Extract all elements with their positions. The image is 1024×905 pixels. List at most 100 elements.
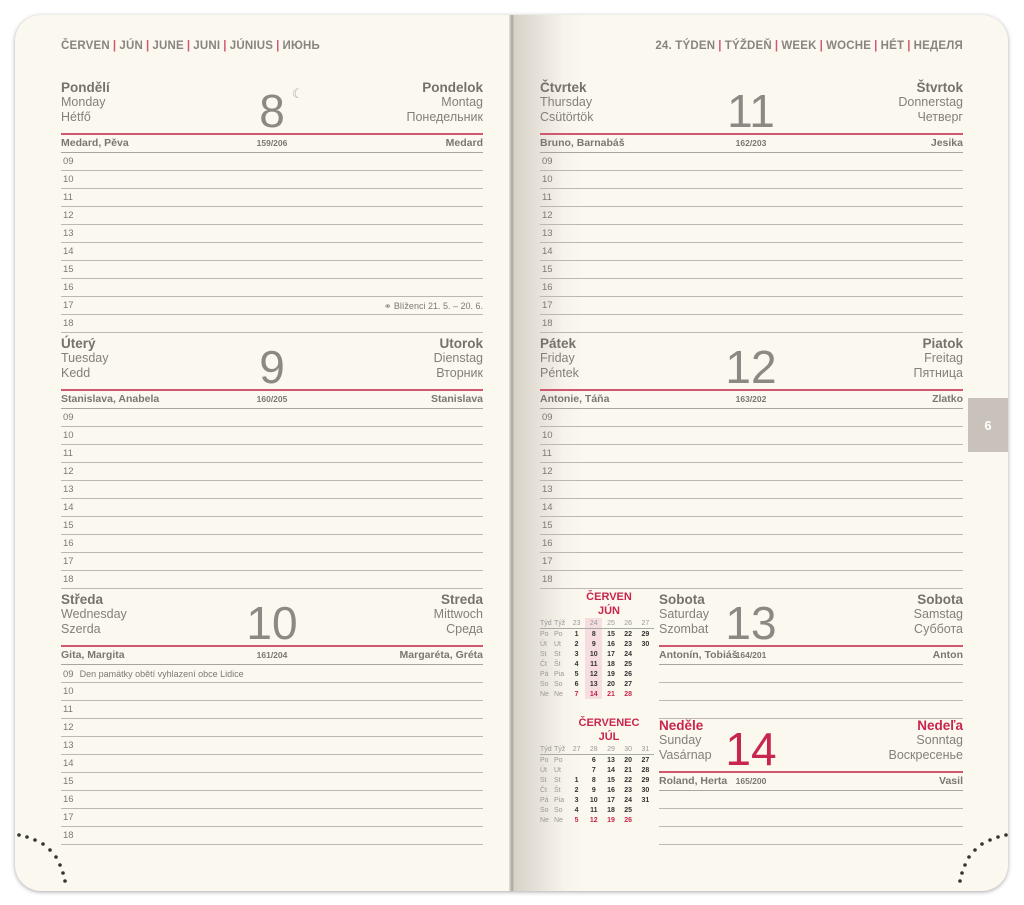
hour-row[interactable]: 15 — [61, 261, 483, 279]
hour-row[interactable]: 17 — [61, 809, 483, 827]
hour-row[interactable]: 09 — [540, 409, 963, 427]
day-name-hu: Vasárnap — [659, 748, 712, 762]
weekday-label: Ne — [554, 690, 563, 698]
week-label-sk: Týž — [554, 618, 568, 629]
hour-row[interactable]: 10 — [540, 427, 963, 445]
day-of-year: 163/202 — [735, 394, 767, 404]
hour-label: 09 — [63, 412, 74, 423]
hour-row[interactable]: 15 — [540, 261, 963, 279]
hour-row[interactable]: 13 — [61, 481, 483, 499]
hour-row[interactable]: 14 — [540, 243, 963, 261]
header_right-item: WEEK — [781, 40, 817, 52]
calendar-date: 8 — [585, 628, 603, 639]
hour-row[interactable]: 17 — [540, 553, 963, 571]
hour-row[interactable]: 16 — [61, 791, 483, 809]
calendar-date: 18 — [607, 806, 615, 814]
hour-row[interactable]: 09 — [540, 153, 963, 171]
calendar-date: 28 — [624, 690, 633, 698]
hour-label: 17 — [63, 300, 74, 311]
hour-row[interactable]: 15 — [61, 517, 483, 535]
calendar-date: 24 — [624, 650, 633, 658]
week-number: 27 — [568, 744, 586, 755]
hour-row[interactable] — [659, 827, 963, 845]
hour-row[interactable] — [659, 809, 963, 827]
hour-row[interactable]: 14 — [61, 499, 483, 517]
weekday-label: Pia — [554, 796, 565, 804]
calendar-date: 21 — [607, 690, 615, 698]
day-number: 8 — [259, 85, 285, 137]
hour-row[interactable]: 15 — [61, 773, 483, 791]
hour-label: 13 — [542, 228, 553, 239]
hour-row[interactable]: 13 — [61, 737, 483, 755]
hour-row[interactable]: 13 — [540, 481, 963, 499]
name-day-cs: Stanislava, Anabela — [61, 393, 160, 405]
hour-row[interactable]: 18 — [540, 315, 963, 333]
weekday-label: Út — [540, 640, 547, 648]
name-day-sk: Jesika — [930, 137, 963, 149]
hour-label: 09 — [542, 412, 553, 423]
hour-row[interactable]: 14 — [540, 499, 963, 517]
week-label-cs: Týd — [540, 744, 554, 755]
hour-row[interactable] — [659, 665, 963, 683]
hour-row[interactable]: 16 — [61, 535, 483, 553]
hour-row[interactable]: 11 — [61, 701, 483, 719]
hour-row[interactable]: 16 — [540, 535, 963, 553]
hour-row[interactable]: 12 — [540, 207, 963, 225]
hour-row[interactable]: 17 — [540, 297, 963, 315]
day-name-sk: Pondelok — [422, 80, 483, 95]
hour-row[interactable]: 10 — [61, 683, 483, 701]
header_left-item: ИЮНЬ — [282, 40, 321, 52]
hour-row[interactable]: 12 — [61, 719, 483, 737]
day-name-en: Wednesday — [61, 607, 127, 621]
day-name-ru: Пятница — [913, 366, 963, 380]
hour-label: 14 — [63, 502, 74, 513]
hour-row[interactable]: 10 — [61, 427, 483, 445]
day-name-cs: Sobota — [659, 592, 705, 607]
hour-row[interactable]: 18 — [61, 827, 483, 845]
hour-row[interactable]: 17 — [61, 553, 483, 571]
calendar-date — [637, 805, 654, 815]
hour-row[interactable]: 11 — [540, 445, 963, 463]
hour-row[interactable]: 13 — [61, 225, 483, 243]
hour-row[interactable]: 10 — [61, 171, 483, 189]
separator: | — [907, 40, 911, 52]
hour-row[interactable]: 11 — [61, 189, 483, 207]
calendar-date: 31 — [641, 796, 650, 804]
day-header: Středa Wednesday Szerda Streda Mittwoch Среда… — [61, 592, 483, 649]
hour-label: 18 — [63, 830, 74, 841]
hour-row[interactable]: 12 — [540, 463, 963, 481]
hour-row[interactable]: 18 — [61, 315, 483, 333]
calendar-date: 28 — [641, 766, 650, 774]
day-name-hu: Kedd — [61, 366, 91, 380]
hour-row[interactable]: 12 — [61, 207, 483, 225]
event-note: Den památky obětí vyhlazení obce Lidice — [79, 669, 244, 679]
calendar-date: 14 — [585, 689, 603, 699]
hour-row[interactable] — [659, 701, 963, 719]
day-header: Sobota Saturday Szombat Sobota Samstag Суббот… — [659, 592, 963, 649]
hour-row[interactable]: 10 — [540, 171, 963, 189]
calendar-date: 17 — [607, 796, 615, 804]
hour-row[interactable]: 09 — [61, 409, 483, 427]
hour-row[interactable] — [659, 791, 963, 809]
month-tab[interactable]: 6 — [968, 398, 1008, 452]
hour-row[interactable]: 13 — [540, 225, 963, 243]
hour-row[interactable]: 09 — [61, 153, 483, 171]
hour-row[interactable]: 18 — [61, 571, 483, 589]
name-day-row: Roland, Herta 165/200 Vasil — [659, 773, 963, 791]
hour-row[interactable]: 12 — [61, 463, 483, 481]
hour-label: 11 — [63, 704, 73, 715]
hour-row[interactable]: 17 ⚭ Blíženci 21. 5. – 20. 6. — [61, 297, 483, 315]
hour-row[interactable]: 09 Den památky obětí vyhlazení obce Lidic… — [61, 665, 483, 683]
hour-row[interactable]: 14 — [61, 755, 483, 773]
hour-row[interactable]: 11 — [540, 189, 963, 207]
hour-row[interactable]: 14 — [61, 243, 483, 261]
hour-row[interactable]: 16 — [540, 279, 963, 297]
hour-row[interactable]: 11 — [61, 445, 483, 463]
hour-row[interactable]: 18 — [540, 571, 963, 589]
hour-row[interactable]: 16 — [61, 279, 483, 297]
name-day-cs: Roland, Herta — [659, 775, 728, 787]
hour-row[interactable]: 15 — [540, 517, 963, 535]
hour-row[interactable] — [659, 683, 963, 701]
day-name-en: Thursday — [540, 95, 593, 109]
day-header: Pondělí Monday Hétfő Pondelok Montag Понедель… — [61, 80, 483, 137]
